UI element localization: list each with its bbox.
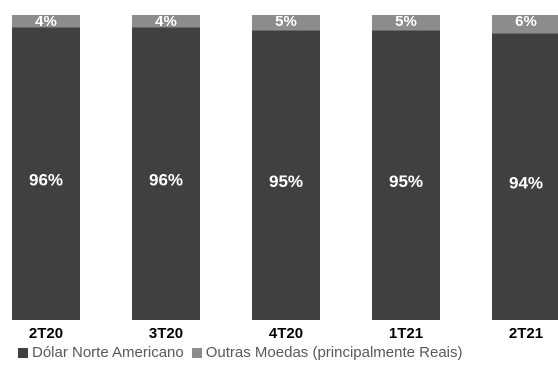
data-label-dolar-2T21: 94%	[509, 173, 543, 192]
legend-swatch-dolar	[18, 347, 28, 358]
bar-outras-4T20	[252, 15, 320, 31]
legend: Dólar Norte Americano Outras Moedas (pri…	[18, 344, 471, 361]
category-label-4T20: 4T20	[269, 325, 303, 342]
legend-label-dolar: Dólar Norte Americano	[32, 344, 184, 361]
data-label-outras-4T20: 5%	[275, 13, 297, 30]
bar-dolar-3T20	[132, 27, 200, 320]
legend-swatch-outras	[191, 347, 202, 358]
bar-outras-1T21	[372, 15, 440, 31]
data-label-outras-2T21: 6%	[515, 13, 537, 30]
data-label-dolar-3T20: 96%	[149, 170, 183, 189]
legend-item-dolar: Dólar Norte Americano	[18, 344, 184, 361]
bar-outras-2T20	[12, 15, 80, 28]
bar-dolar-2T21	[492, 33, 558, 321]
bar-outras-2T21	[492, 15, 558, 34]
legend-item-outras: Outras Moedas (principalmente Reais)	[191, 344, 463, 361]
data-label-dolar-2T20: 96%	[29, 170, 63, 189]
bar-dolar-1T21	[372, 30, 440, 320]
bar-outras-3T20	[132, 15, 200, 28]
data-label-outras-3T20: 4%	[155, 13, 177, 30]
data-label-dolar-1T21: 95%	[389, 172, 423, 191]
category-label-1T21: 1T21	[389, 325, 423, 342]
legend-label-outras: Outras Moedas (principalmente Reais)	[205, 344, 463, 361]
data-label-outras-2T20: 4%	[35, 13, 57, 30]
category-label-3T20: 3T20	[149, 325, 183, 342]
bar-dolar-4T20	[252, 30, 320, 320]
data-label-dolar-4T20: 95%	[269, 172, 303, 191]
data-label-outras-1T21: 5%	[395, 13, 417, 30]
bar-dolar-2T20	[12, 27, 80, 320]
category-label-2T20: 2T20	[29, 325, 63, 342]
category-label-2T21: 2T21	[509, 325, 543, 342]
